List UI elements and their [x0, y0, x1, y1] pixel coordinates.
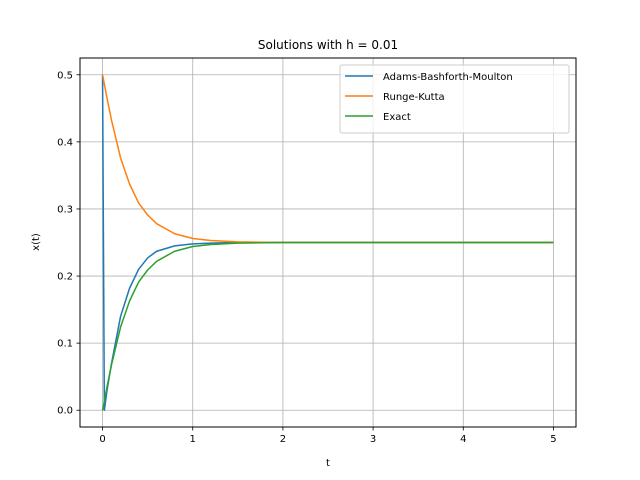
x-tick-label: 0	[99, 434, 105, 445]
chart-title: Solutions with h = 0.01	[258, 38, 398, 52]
y-tick-label: 0.5	[57, 70, 73, 81]
y-tick-label: 0.4	[57, 137, 73, 148]
series-line-exact	[101, 241, 554, 411]
x-tick-label: 5	[550, 434, 556, 445]
y-tick-label: 0.2	[57, 272, 73, 283]
y-tick-label: 0.3	[57, 204, 73, 215]
legend: Adams-Bashforth-Moulton Runge-Kutta Exact	[339, 64, 570, 134]
legend-label: Runge-Kutta	[383, 92, 445, 103]
x-tick-label: 2	[280, 434, 286, 445]
legend-label: Exact	[383, 112, 411, 123]
legend-label: Adams-Bashforth-Moulton	[383, 72, 513, 83]
series-lines	[101, 74, 554, 411]
x-tick-label: 3	[370, 434, 376, 445]
y-axis-label: x(t)	[31, 233, 42, 251]
legend-box	[339, 64, 570, 134]
plot-frame	[79, 57, 577, 428]
axis-ticks: 0 1 2 3 4 5 0.0 0.1 0.2 0.3 0.4 0.5	[57, 70, 557, 445]
y-tick-label: 0.1	[57, 339, 73, 350]
x-tick-label: 1	[190, 434, 196, 445]
x-tick-label: 4	[460, 434, 466, 445]
x-axis-label: t	[326, 458, 330, 469]
y-tick-label: 0.0	[57, 406, 73, 417]
